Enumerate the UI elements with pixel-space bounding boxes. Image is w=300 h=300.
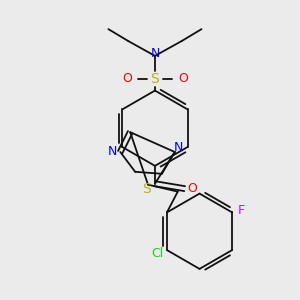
Text: O: O: [188, 182, 197, 195]
Text: N: N: [150, 47, 160, 60]
Text: F: F: [238, 204, 244, 217]
Text: Cl: Cl: [151, 247, 163, 260]
Text: N: N: [174, 140, 183, 154]
Text: O: O: [178, 72, 188, 85]
Text: S: S: [142, 182, 150, 196]
Text: N: N: [108, 146, 117, 158]
Text: O: O: [122, 72, 132, 85]
Text: S: S: [151, 72, 159, 86]
